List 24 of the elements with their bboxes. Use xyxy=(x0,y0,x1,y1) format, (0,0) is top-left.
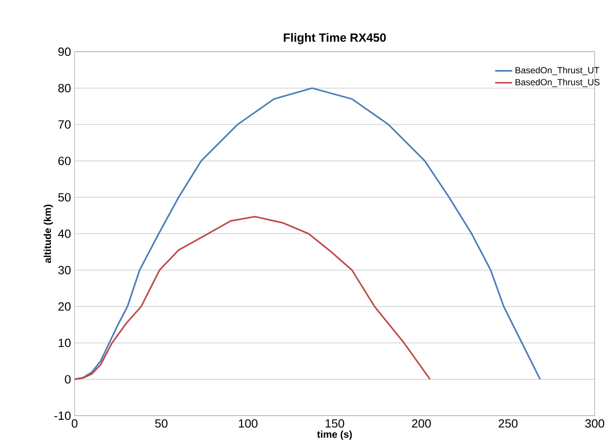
x-tick-label: 50 xyxy=(155,419,168,428)
y-tick-label: 90 xyxy=(58,48,71,56)
x-tick-label: 300 xyxy=(585,419,604,428)
y-tick-label: 50 xyxy=(58,193,71,202)
chart-title: Flight Time RX450 xyxy=(284,33,386,44)
y-tick-label: 70 xyxy=(58,120,71,129)
x-axis-title: time (s) xyxy=(317,430,352,440)
x-tick-label: 250 xyxy=(498,419,518,428)
legend-label: BasedOn_Thrust_US xyxy=(516,78,600,88)
y-tick-label: 20 xyxy=(58,302,71,311)
x-tick-label: 150 xyxy=(326,419,344,428)
y-tick-label: 40 xyxy=(58,230,71,238)
legend-label: BasedOn_Thrust_UT xyxy=(516,67,600,76)
y-axis-title: altitude (km) xyxy=(44,204,53,264)
y-tick-label: 30 xyxy=(58,266,71,275)
y-tick-label: -10 xyxy=(54,412,71,420)
y-tick-label: 0 xyxy=(64,375,71,384)
y-tick-label: 80 xyxy=(58,84,71,93)
y-tick-label: 60 xyxy=(58,156,71,166)
y-tick-label: 10 xyxy=(58,338,71,348)
x-tick-label: 200 xyxy=(412,419,431,428)
x-tick-label: 100 xyxy=(238,419,258,428)
line-series xyxy=(74,216,431,380)
x-tick-label: 0 xyxy=(72,419,78,428)
